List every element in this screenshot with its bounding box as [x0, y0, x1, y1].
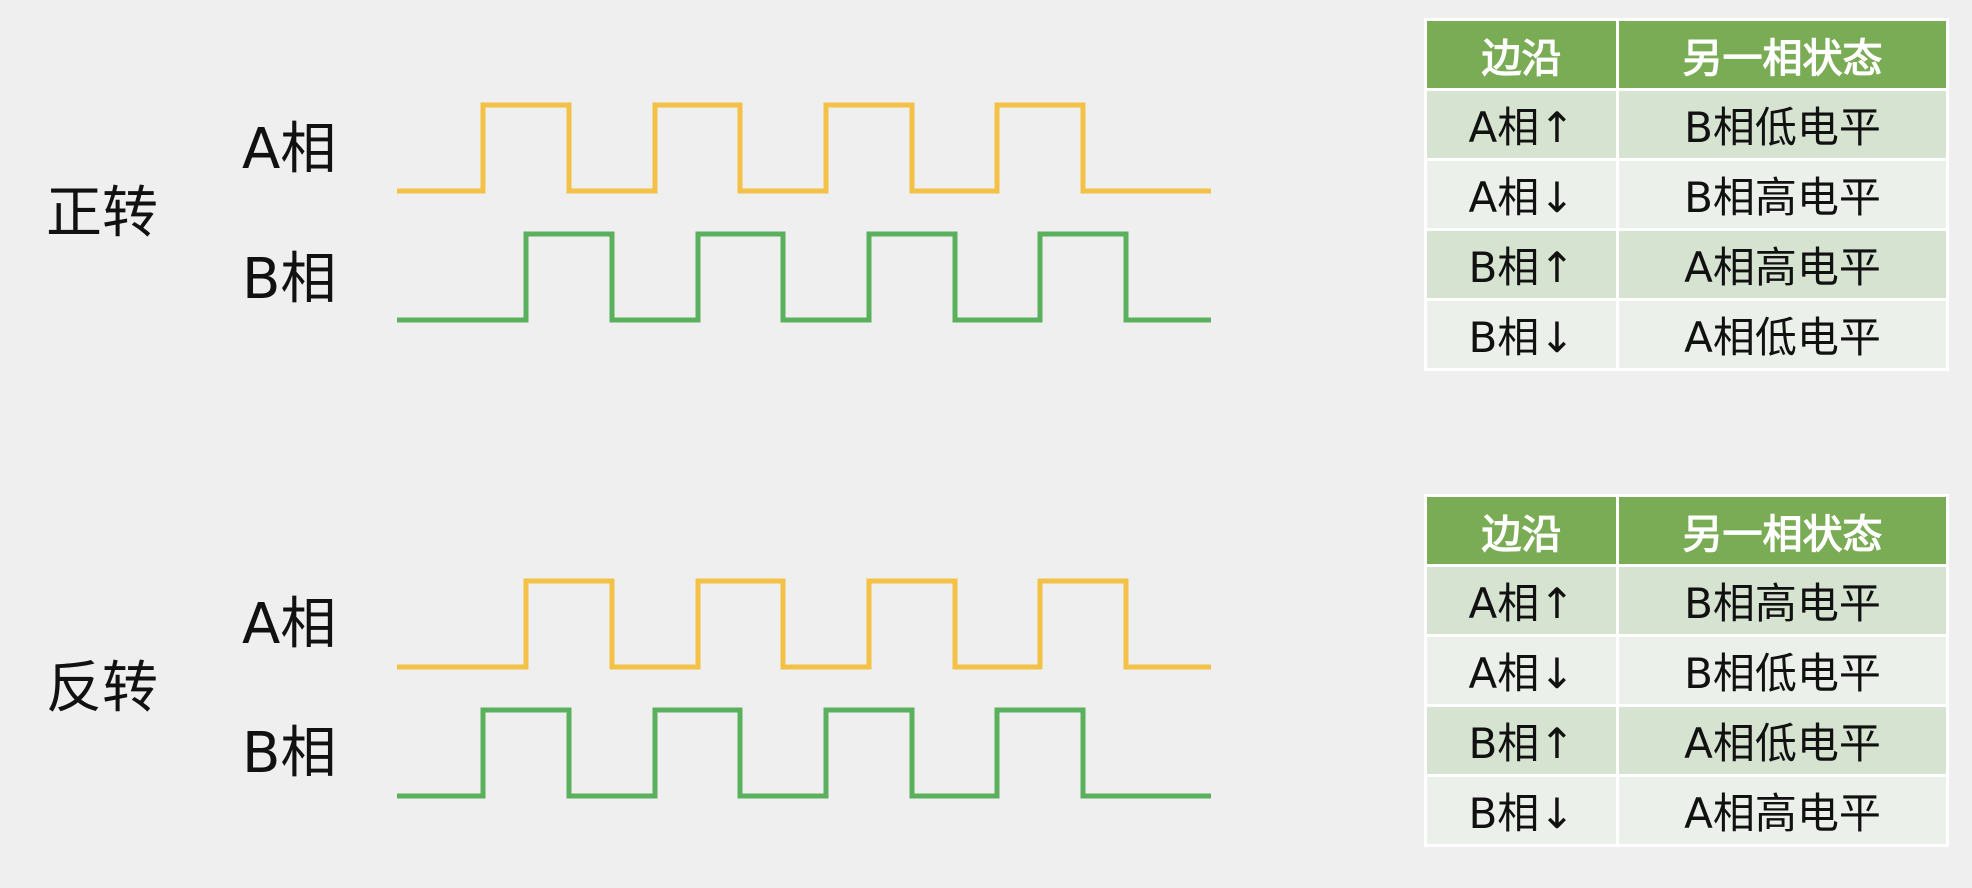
edge-cell: A相↓ — [1424, 158, 1619, 231]
table-row: B相↓ A相低电平 — [1424, 298, 1949, 371]
edge-cell: B相↑ — [1424, 228, 1619, 301]
state-cell: B相高电平 — [1616, 158, 1949, 231]
column-header-other-phase-state: 另一相状态 — [1616, 494, 1949, 567]
column-header-edge: 边沿 — [1424, 494, 1619, 567]
edge-cell: A相↑ — [1424, 564, 1619, 637]
state-cell: B相低电平 — [1616, 88, 1949, 161]
edge-cell: A相↓ — [1424, 634, 1619, 707]
edge-table-reverse: 边沿 另一相状态 A相↑ B相高电平 A相↓ B相低电平 B相↑ A相低电平 B… — [1424, 494, 1949, 847]
state-cell: A相高电平 — [1616, 774, 1949, 847]
edge-cell: B相↑ — [1424, 704, 1619, 777]
phase-b-label-forward: B相 — [242, 247, 337, 312]
state-cell: A相高电平 — [1616, 228, 1949, 301]
phase-b-label-reverse: B相 — [242, 721, 337, 786]
table-row: A相↓ B相高电平 — [1424, 158, 1949, 231]
table-row: A相↓ B相低电平 — [1424, 634, 1949, 707]
edge-table-forward: 边沿 另一相状态 A相↑ B相低电平 A相↓ B相高电平 B相↑ A相高电平 B… — [1424, 18, 1949, 371]
state-cell: B相低电平 — [1616, 634, 1949, 707]
edge-cell: B相↓ — [1424, 774, 1619, 847]
table-row: B相↑ A相低电平 — [1424, 704, 1949, 777]
waveform-b-forward — [397, 231, 1211, 323]
edge-cell: A相↑ — [1424, 88, 1619, 161]
direction-label-forward: 正转 — [46, 181, 158, 246]
table-row: A相↑ B相低电平 — [1424, 88, 1949, 161]
table-header-row: 边沿 另一相状态 — [1424, 18, 1949, 91]
state-cell: A相低电平 — [1616, 704, 1949, 777]
direction-label-reverse: 反转 — [46, 656, 158, 721]
waveform-a-forward — [397, 102, 1211, 194]
waveform-b-reverse — [397, 707, 1211, 799]
state-cell: B相高电平 — [1616, 564, 1949, 637]
phase-a-label-forward: A相 — [242, 117, 337, 182]
waveform-a-reverse — [397, 578, 1211, 670]
column-header-other-phase-state: 另一相状态 — [1616, 18, 1949, 91]
edge-cell: B相↓ — [1424, 298, 1619, 371]
table-row: A相↑ B相高电平 — [1424, 564, 1949, 637]
table-row: B相↑ A相高电平 — [1424, 228, 1949, 301]
phase-a-label-reverse: A相 — [242, 592, 337, 657]
table-row: B相↓ A相高电平 — [1424, 774, 1949, 847]
state-cell: A相低电平 — [1616, 298, 1949, 371]
table-header-row: 边沿 另一相状态 — [1424, 494, 1949, 567]
column-header-edge: 边沿 — [1424, 18, 1619, 91]
